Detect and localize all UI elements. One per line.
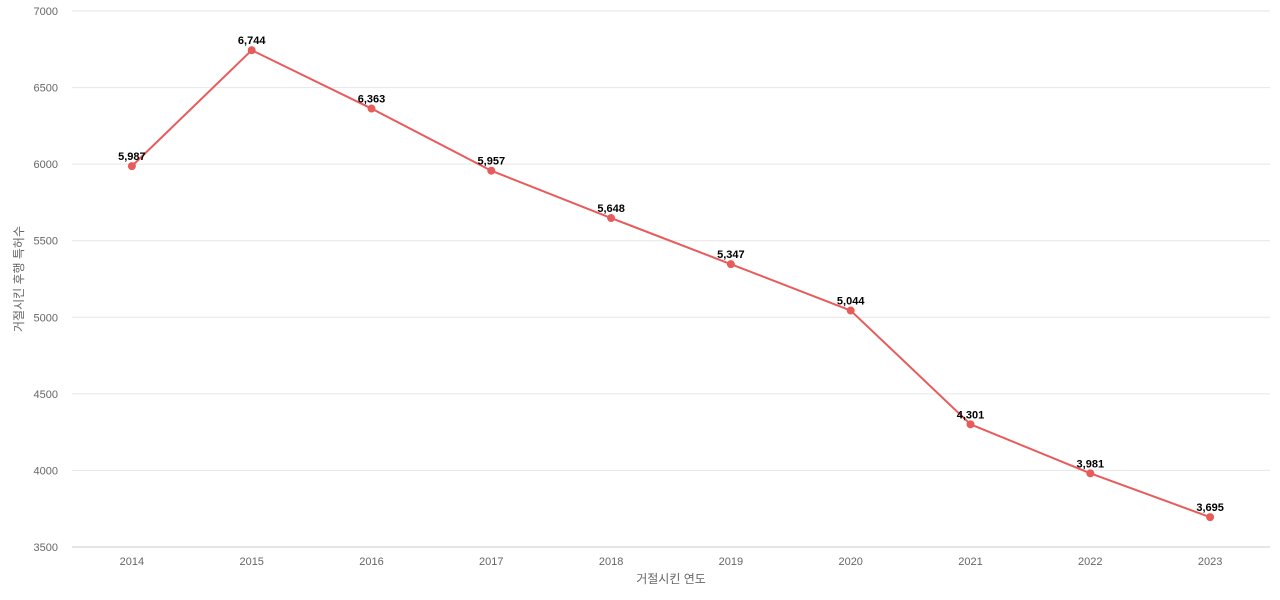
data-point — [127, 162, 136, 171]
data-labels: 5,987 6,744 6,363 5,957 5,648 5,347 5,044 4,301… — [118, 35, 1224, 514]
x-tick-label: 2017 — [479, 556, 503, 568]
data-point — [607, 214, 616, 223]
x-axis-title: 거절시킨 연도 — [636, 572, 706, 586]
x-tick-label: 2022 — [1078, 556, 1102, 568]
x-tick-label: 2016 — [359, 556, 383, 568]
x-tick-label: 2019 — [719, 556, 743, 568]
data-point — [846, 306, 855, 315]
series-layer — [127, 46, 1215, 522]
data-label: 6,744 — [238, 35, 266, 47]
y-tick-label: 4000 — [34, 465, 58, 477]
y-tick-label: 5500 — [34, 236, 58, 248]
data-point — [367, 104, 376, 113]
y-axis-title: 거절시킨 후행 특허수 — [11, 226, 26, 332]
x-tick-label: 2014 — [120, 556, 144, 568]
data-label: 3,695 — [1196, 502, 1224, 514]
y-tick-label: 7000 — [34, 6, 58, 18]
data-label: 5,987 — [118, 151, 146, 163]
x-tick-label: 2015 — [239, 556, 263, 568]
data-label: 5,957 — [478, 156, 506, 168]
series-line — [131, 49, 1211, 519]
y-tick-label: 6000 — [34, 159, 58, 171]
y-tick-label: 5000 — [34, 312, 58, 324]
gridlines — [72, 10, 1270, 471]
x-tick-label: 2020 — [838, 556, 862, 568]
y-tick-label: 6500 — [34, 83, 58, 95]
data-point — [487, 166, 496, 175]
data-point — [1086, 469, 1095, 478]
data-label: 5,347 — [717, 249, 745, 261]
data-label: 4,301 — [957, 409, 985, 421]
data-point — [247, 46, 256, 55]
data-label: 5,648 — [597, 203, 625, 215]
x-axis-ticks: 2014 2015 2016 2017 2018 2019 2020 2021 2022 2023 — [120, 556, 1223, 568]
data-label: 6,363 — [358, 94, 386, 106]
data-label: 3,981 — [1077, 458, 1105, 470]
data-point — [726, 260, 735, 269]
x-tick-label: 2018 — [599, 556, 623, 568]
y-axis-ticks: 3500 4000 4500 5000 5500 6000 6500 7000 — [34, 6, 58, 554]
y-tick-label: 3500 — [34, 542, 58, 554]
x-tick-label: 2021 — [958, 556, 982, 568]
data-point — [1206, 513, 1215, 522]
y-tick-label: 4500 — [34, 389, 58, 401]
data-point — [966, 420, 975, 429]
x-tick-label: 2023 — [1198, 556, 1222, 568]
data-label: 5,044 — [837, 296, 865, 308]
